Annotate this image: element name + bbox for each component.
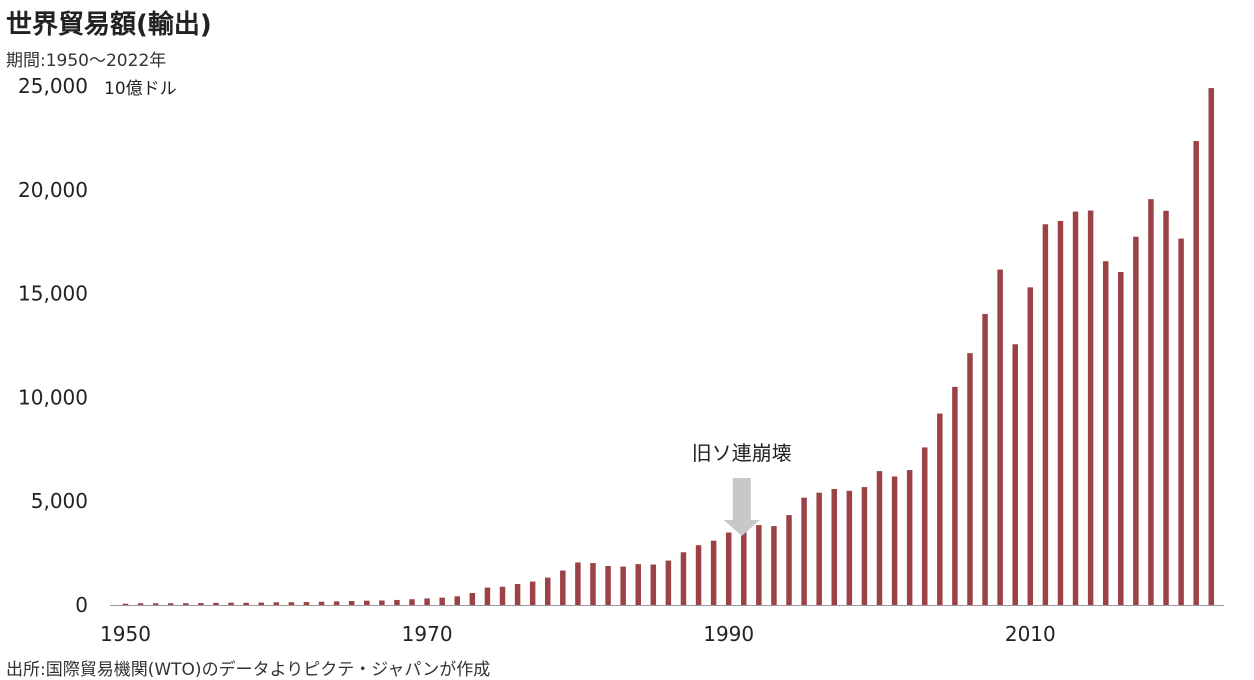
bar-1988 bbox=[695, 545, 702, 605]
bar-1966 bbox=[364, 600, 370, 605]
page-title: 世界貿易額(輸出) bbox=[6, 10, 212, 40]
bar-1984 bbox=[635, 564, 641, 605]
bar-2003 bbox=[921, 447, 928, 605]
chart-subtitle: 期間:1950～2022年 bbox=[6, 51, 167, 71]
bar-1961 bbox=[288, 602, 295, 605]
bar-1952 bbox=[152, 603, 159, 605]
bar-2017 bbox=[1133, 236, 1139, 606]
y-tick-label: 0 bbox=[75, 593, 88, 617]
annotation-label: 旧ソ連崩壊 bbox=[692, 441, 792, 465]
bar-1956 bbox=[213, 602, 219, 605]
y-tick-label: 20,000 bbox=[18, 178, 88, 202]
x-tick-label: 1970 bbox=[402, 622, 453, 646]
bar-1963 bbox=[318, 601, 325, 605]
bar-series bbox=[122, 88, 1215, 606]
bar-2021 bbox=[1193, 141, 1199, 605]
bar-2010 bbox=[1027, 287, 1034, 605]
bar-1951 bbox=[137, 603, 144, 605]
y-tick-label: 10,000 bbox=[18, 385, 88, 409]
bar-1989 bbox=[710, 540, 717, 605]
bar-2018 bbox=[1148, 199, 1154, 605]
bar-1986 bbox=[665, 560, 672, 605]
bar-1993 bbox=[771, 526, 777, 605]
bar-2006 bbox=[967, 353, 973, 605]
y-tick-label: 5,000 bbox=[31, 489, 88, 513]
bar-2013 bbox=[1072, 211, 1079, 605]
bar-2012 bbox=[1057, 220, 1064, 605]
bar-1958 bbox=[243, 602, 249, 605]
bar-1991 bbox=[741, 531, 747, 605]
y-tick-label: 15,000 bbox=[18, 282, 88, 306]
bar-1992 bbox=[756, 525, 762, 605]
bar-1979 bbox=[560, 570, 566, 605]
bar-1962 bbox=[303, 602, 310, 605]
down-arrow-icon bbox=[723, 478, 760, 536]
bar-1981 bbox=[590, 563, 596, 605]
bar-1996 bbox=[816, 492, 822, 605]
bar-1995 bbox=[801, 497, 807, 605]
bar-1953 bbox=[167, 603, 174, 605]
bar-1982 bbox=[605, 565, 611, 605]
x-tick-label: 1990 bbox=[703, 622, 754, 646]
bar-1977 bbox=[529, 581, 536, 605]
bar-1975 bbox=[499, 586, 506, 605]
bar-2002 bbox=[906, 470, 913, 605]
bar-1957 bbox=[228, 602, 234, 605]
bar-1969 bbox=[409, 599, 415, 605]
x-tick-label: 2010 bbox=[1005, 622, 1056, 646]
y-axis-unit-label: 10億ドル bbox=[104, 79, 177, 99]
bar-1980 bbox=[575, 562, 581, 605]
bar-1985 bbox=[650, 564, 657, 605]
bar-1976 bbox=[514, 584, 521, 605]
bar-1971 bbox=[439, 597, 445, 605]
bar-1964 bbox=[333, 601, 340, 605]
bar-1968 bbox=[394, 599, 400, 605]
bar-1998 bbox=[846, 490, 853, 605]
bar-2016 bbox=[1118, 272, 1124, 605]
bar-2014 bbox=[1087, 210, 1094, 605]
bar-1983 bbox=[620, 566, 626, 605]
source-note: 出所:国際貿易機関(WTO)のデータよりピクテ・ジャパンが作成 bbox=[6, 660, 491, 680]
bar-1974 bbox=[484, 587, 491, 605]
bar-1994 bbox=[786, 515, 792, 605]
bar-1987 bbox=[680, 552, 687, 605]
bar-1970 bbox=[424, 598, 430, 605]
bar-2019 bbox=[1163, 210, 1169, 606]
bar-2004 bbox=[937, 413, 943, 605]
y-axis: 0 5,000 10,000 15,000 20,000 25,000 bbox=[18, 74, 88, 617]
annotation: 旧ソ連崩壊 bbox=[692, 441, 792, 536]
y-tick-label: 25,000 bbox=[18, 74, 88, 98]
bar-1959 bbox=[258, 602, 264, 605]
bar-2011 bbox=[1042, 224, 1049, 605]
bar-2008 bbox=[997, 269, 1003, 605]
bar-1954 bbox=[183, 603, 189, 605]
bar-1960 bbox=[273, 602, 280, 605]
x-tick-label: 1950 bbox=[100, 622, 151, 646]
bar-1967 bbox=[379, 600, 385, 605]
bar-1965 bbox=[348, 601, 355, 605]
bar-1997 bbox=[831, 488, 838, 605]
x-axis: 1950 1970 1990 2010 bbox=[100, 622, 1056, 646]
bar-1972 bbox=[454, 596, 461, 605]
bar-1978 bbox=[544, 577, 551, 605]
bar-2000 bbox=[876, 471, 883, 605]
bar-2022 bbox=[1208, 88, 1215, 606]
bar-1950 bbox=[122, 603, 129, 605]
bar-2015 bbox=[1102, 261, 1109, 605]
bar-1999 bbox=[861, 487, 868, 605]
bar-2007 bbox=[982, 313, 988, 605]
bar-1990 bbox=[725, 532, 732, 605]
bar-1955 bbox=[198, 603, 204, 605]
bar-2020 bbox=[1178, 238, 1184, 605]
bar-2005 bbox=[952, 386, 958, 605]
bar-1973 bbox=[469, 592, 476, 605]
bar-2001 bbox=[891, 476, 898, 605]
bar-2009 bbox=[1012, 344, 1018, 605]
